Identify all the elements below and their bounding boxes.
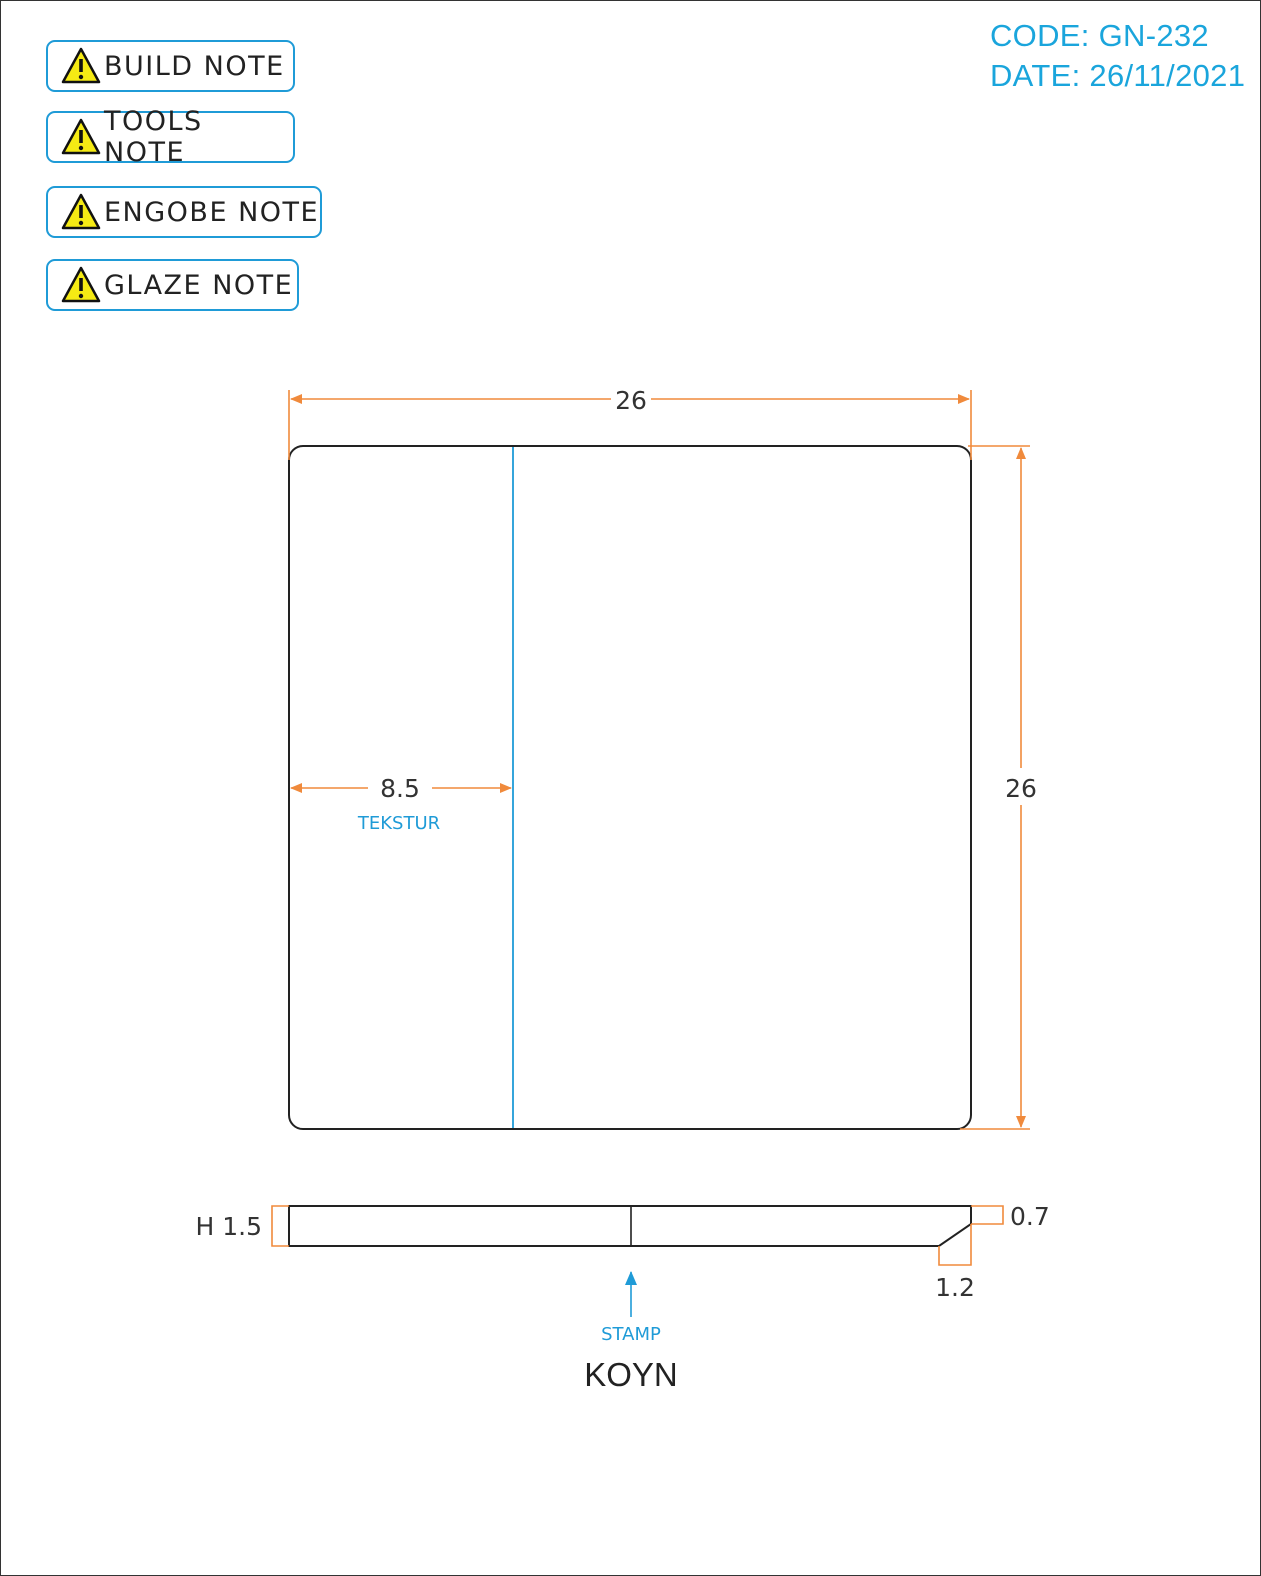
chamfer-width-bracket — [938, 1224, 972, 1266]
warning-icon — [60, 117, 102, 157]
chamfer-width-dimension: 1.2 — [935, 1273, 975, 1302]
tools-note-label: TOOLS NOTE — [104, 106, 203, 168]
glaze-note-label: GLAZE NOTE — [104, 269, 294, 301]
warning-icon — [60, 265, 102, 305]
stamp-label: STAMP — [601, 1324, 661, 1345]
warning-icon — [60, 46, 102, 86]
engobe-note-label: ENGOBE NOTE — [104, 196, 320, 228]
build-note-label: BUILD NOTE — [104, 50, 285, 82]
texture-width-dimension: 8.5 — [380, 774, 420, 803]
date-label: DATE: 26/11/2021 — [990, 58, 1246, 93]
height-dimension: 26 — [1005, 774, 1037, 803]
stamp-text: KOYN — [584, 1356, 678, 1393]
warning-icon — [60, 192, 102, 232]
plan-outline — [288, 445, 972, 1130]
build-note-button[interactable]: BUILD NOTE — [46, 40, 295, 92]
side-height-bracket — [271, 1205, 289, 1247]
edge-height-dimension: 0.7 — [1010, 1202, 1050, 1231]
side-profile — [288, 1205, 972, 1247]
edge-height-bracket — [971, 1205, 1004, 1225]
code-label: CODE: GN-232 — [990, 18, 1209, 53]
glaze-note-button[interactable]: GLAZE NOTE — [46, 259, 299, 311]
texture-label: TEKSTUR — [357, 813, 440, 834]
tools-note-button[interactable]: TOOLS NOTE — [46, 106, 295, 168]
width-dimension: 26 — [615, 386, 647, 415]
side-height-dimension: H 1.5 — [195, 1212, 262, 1241]
engobe-note-button[interactable]: ENGOBE NOTE — [46, 186, 322, 238]
